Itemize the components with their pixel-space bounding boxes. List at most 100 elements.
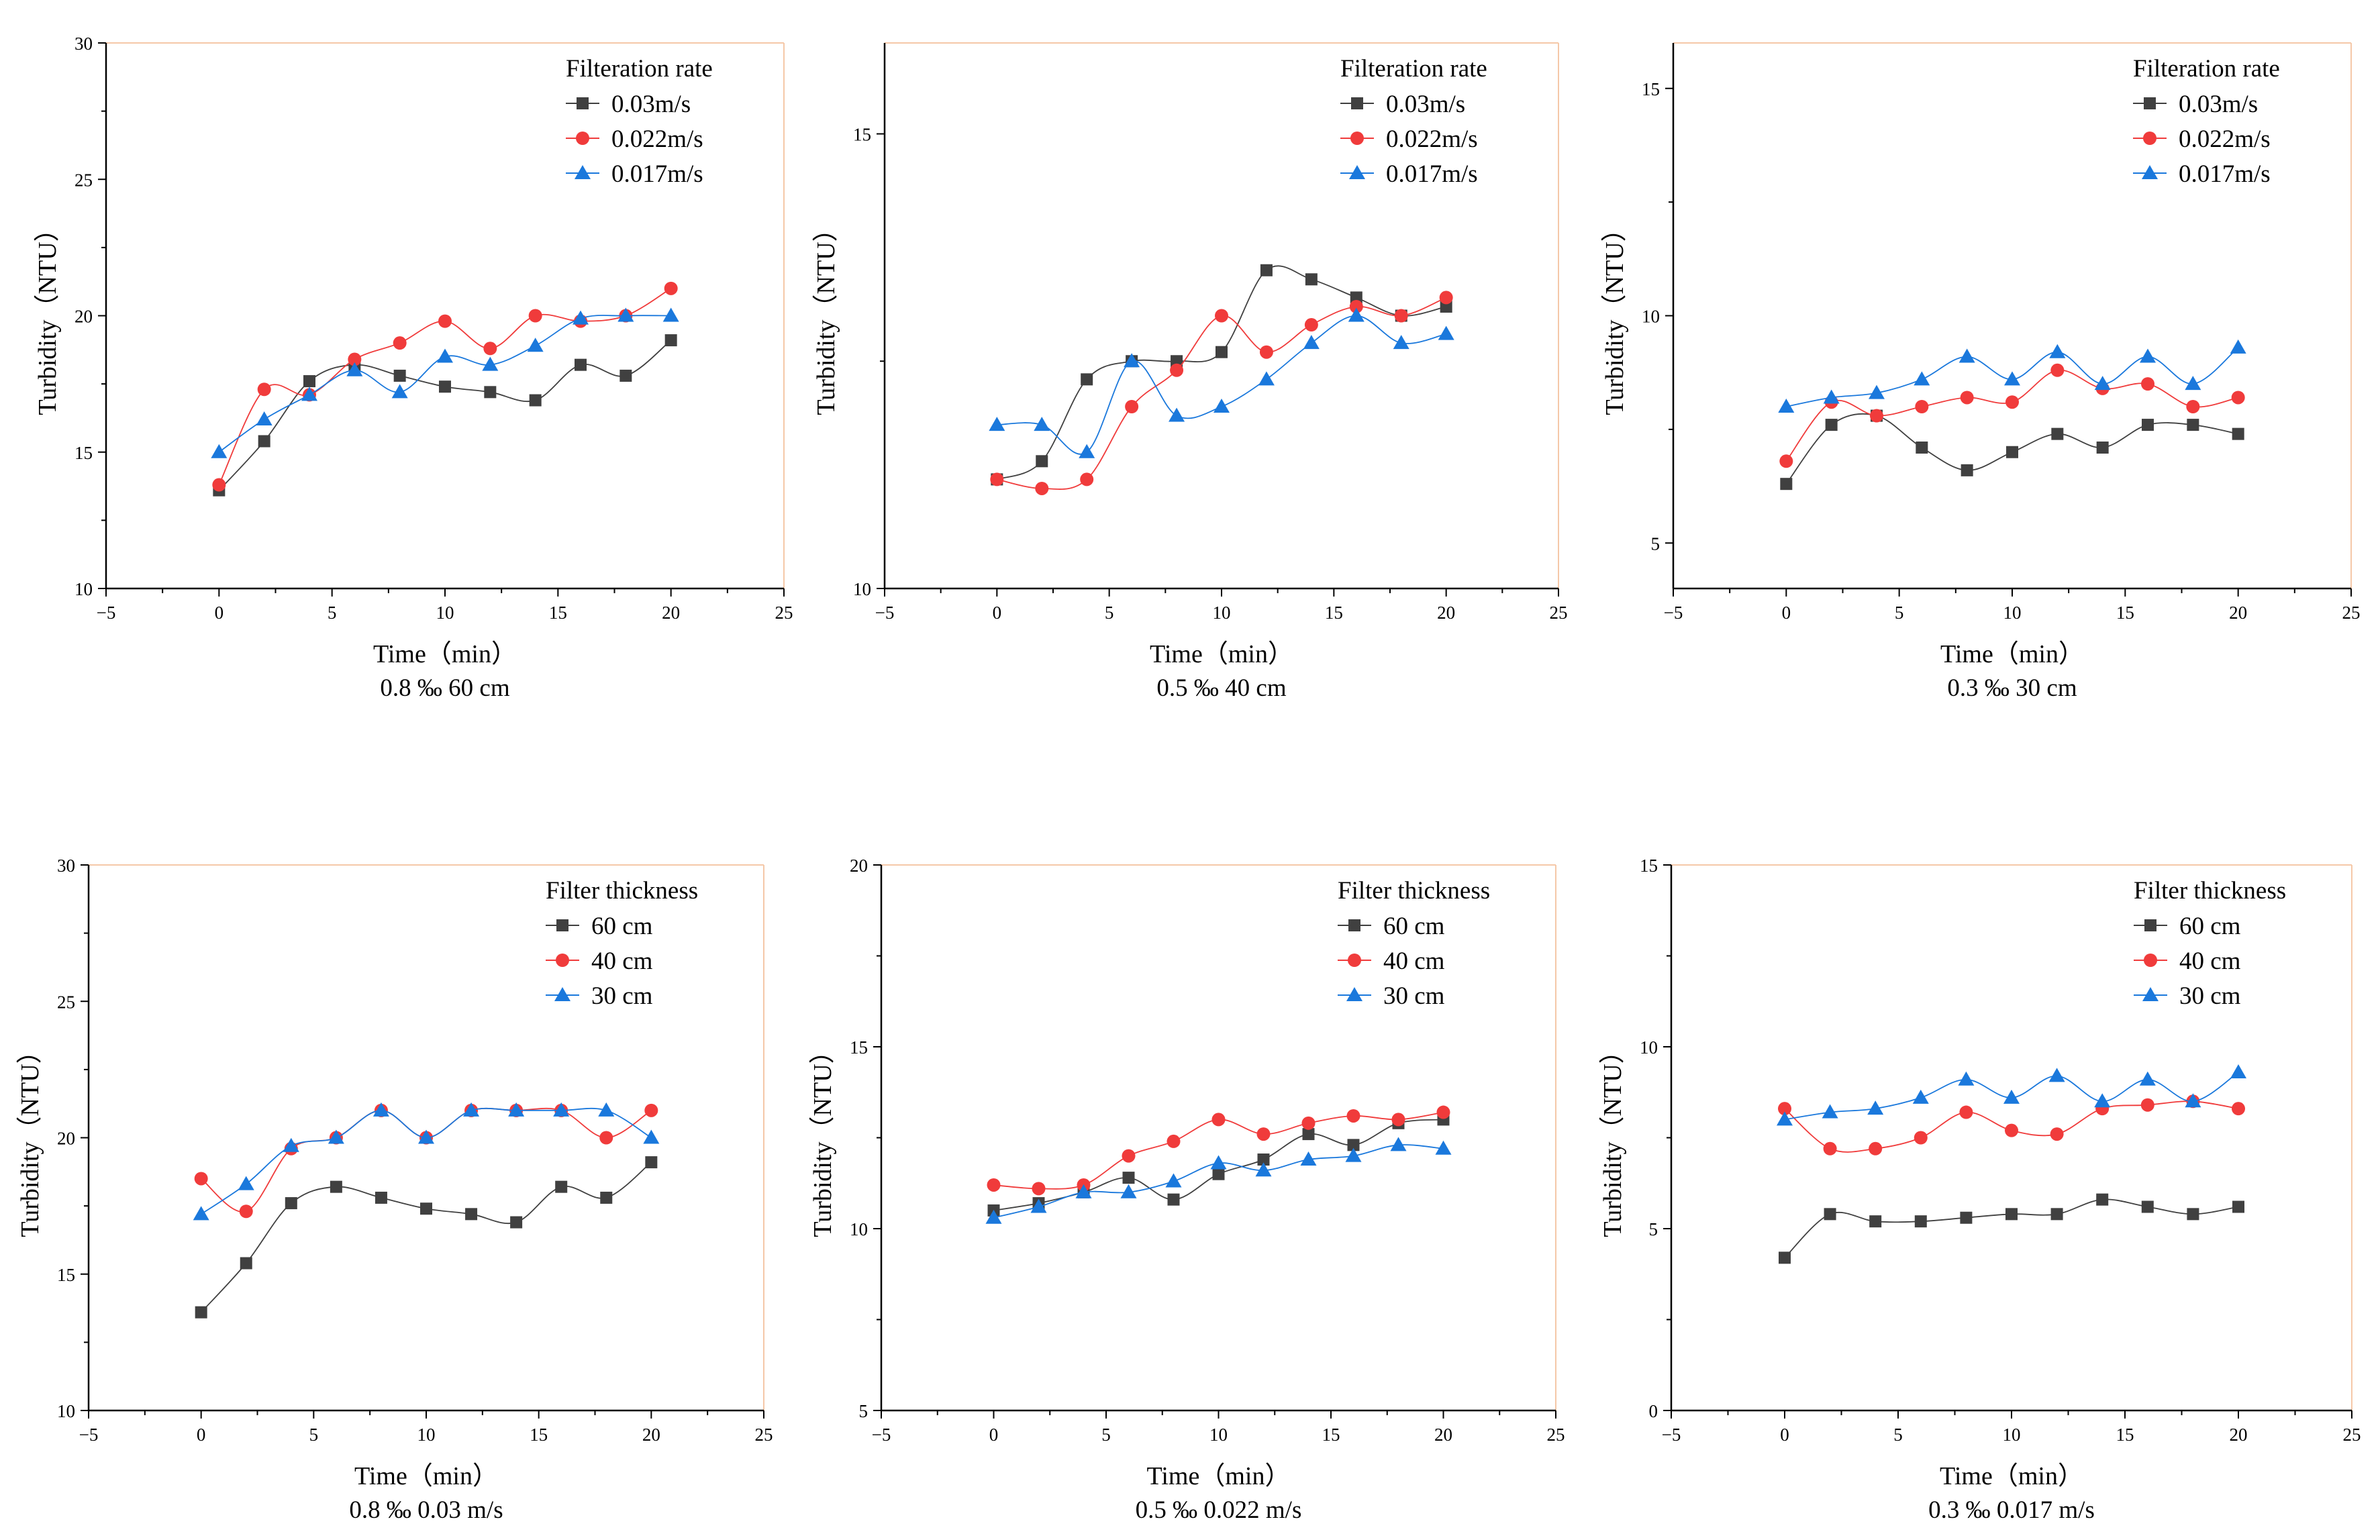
x-tick-label: 5 bbox=[328, 603, 337, 623]
data-point bbox=[1778, 1102, 1791, 1116]
data-point bbox=[2049, 344, 2066, 358]
y-tick-label: 15 bbox=[850, 1037, 868, 1058]
x-axis-title: Time（min） bbox=[1150, 640, 1293, 668]
data-point bbox=[2232, 1200, 2244, 1213]
x-tick-label: 20 bbox=[2229, 603, 2247, 623]
data-point bbox=[212, 478, 226, 492]
legend-marker bbox=[576, 132, 589, 145]
legend-label: 60 cm bbox=[591, 913, 653, 940]
data-point bbox=[301, 387, 317, 401]
x-tick-label: −5 bbox=[1664, 603, 1683, 623]
series-line bbox=[201, 1107, 652, 1215]
x-tick-label: 10 bbox=[1209, 1425, 1228, 1445]
legend: Filteration rate 0.03m/s 0.022m/s 0.017m/s bbox=[1340, 55, 1487, 188]
data-point bbox=[2185, 376, 2201, 391]
data-point bbox=[1302, 1128, 1315, 1141]
data-point bbox=[600, 1191, 613, 1204]
x-tick-label: 10 bbox=[417, 1425, 436, 1445]
data-point bbox=[2003, 1089, 2020, 1104]
legend: Filteration rate 0.03m/s 0.022m/s 0.017m/s bbox=[566, 55, 713, 188]
data-point bbox=[1778, 399, 1795, 413]
legend: Filter thickness 60 cm 40 cm 30 cm bbox=[2134, 877, 2286, 1010]
x-tick-label: 5 bbox=[1893, 1425, 1903, 1445]
legend-marker bbox=[2144, 97, 2156, 109]
x-tick-label: 15 bbox=[549, 603, 567, 623]
series-3 bbox=[989, 307, 1454, 458]
data-point bbox=[257, 382, 271, 397]
data-point bbox=[1348, 307, 1365, 322]
y-axis-title: Turbidity（NTU） bbox=[1601, 216, 1629, 415]
data-point bbox=[393, 336, 407, 350]
data-point bbox=[987, 1178, 1001, 1192]
data-point bbox=[303, 375, 315, 388]
series-line bbox=[996, 265, 1446, 480]
series-1 bbox=[1779, 1193, 2244, 1264]
legend-marker bbox=[1350, 132, 1364, 145]
data-point bbox=[1170, 363, 1184, 377]
data-point bbox=[2094, 376, 2111, 391]
data-point bbox=[2005, 1123, 2018, 1137]
data-point bbox=[256, 411, 272, 425]
data-point bbox=[285, 1197, 297, 1210]
data-point bbox=[1303, 335, 1320, 350]
data-point bbox=[617, 307, 634, 322]
data-point bbox=[1870, 409, 1883, 423]
series-line bbox=[1784, 1072, 2239, 1121]
data-point bbox=[373, 1102, 389, 1117]
data-point bbox=[643, 1129, 660, 1144]
data-point bbox=[1215, 309, 1228, 323]
data-point bbox=[194, 1172, 208, 1186]
chart-panel-4: −5 0 5 10 15 20 25 10 15 20 25 30 Time（min） 0.8 ‰ 0.0… bbox=[16, 856, 773, 1524]
data-point bbox=[1869, 1141, 1883, 1156]
x-tick-label: 5 bbox=[309, 1425, 319, 1445]
data-point bbox=[2096, 1193, 2109, 1206]
data-point bbox=[2050, 1127, 2064, 1141]
data-point bbox=[1030, 1198, 1047, 1213]
y-axis-title: Turbidity（NTU） bbox=[34, 216, 62, 415]
x-tick-label: 25 bbox=[1547, 1425, 1565, 1445]
legend-label: 40 cm bbox=[591, 947, 653, 975]
data-point bbox=[2230, 339, 2246, 354]
data-point bbox=[1216, 346, 1228, 358]
data-point bbox=[1213, 399, 1230, 413]
data-point bbox=[1440, 300, 1452, 313]
x-axis-title: Time（min） bbox=[1940, 640, 2084, 668]
data-point bbox=[1257, 1153, 1270, 1166]
data-point bbox=[1349, 299, 1363, 313]
legend-label: 30 cm bbox=[591, 982, 653, 1010]
legend: Filter thickness 60 cm 40 cm 30 cm bbox=[1338, 877, 1490, 1010]
x-tick-label: 25 bbox=[2343, 1425, 2361, 1445]
x-tick-label: 10 bbox=[1213, 603, 1231, 623]
x-tick-label: 15 bbox=[1322, 1425, 1340, 1445]
x-tick-label: 15 bbox=[530, 1425, 548, 1445]
legend-marker bbox=[554, 987, 571, 1001]
legend-marker bbox=[1351, 97, 1363, 109]
x-axis-title: Time（min） bbox=[1147, 1462, 1291, 1490]
series-line bbox=[201, 1107, 652, 1213]
data-point bbox=[1823, 389, 1840, 404]
data-point bbox=[1391, 1113, 1405, 1127]
legend-marker bbox=[1348, 954, 1361, 967]
x-tick-label: −5 bbox=[872, 1425, 891, 1445]
data-point bbox=[1032, 1182, 1046, 1196]
x-tick-label: 0 bbox=[197, 1425, 206, 1445]
legend-label: 60 cm bbox=[2179, 913, 2241, 940]
legend-label: 30 cm bbox=[1383, 982, 1445, 1010]
x-axis-title: Time（min） bbox=[1940, 1462, 2083, 1490]
data-point bbox=[1958, 1071, 1975, 1086]
data-point bbox=[1961, 464, 1973, 476]
x-tick-label: 5 bbox=[1105, 603, 1114, 623]
legend-marker bbox=[1346, 987, 1362, 1001]
x-tick-label: 0 bbox=[989, 1425, 999, 1445]
x-tick-label: 20 bbox=[662, 603, 680, 623]
legend-label: 30 cm bbox=[2179, 982, 2241, 1010]
data-point bbox=[2232, 1102, 2245, 1116]
panel-caption: 0.3 ‰ 30 cm bbox=[1947, 674, 2077, 702]
x-tick-label: 20 bbox=[642, 1425, 660, 1445]
legend-marker bbox=[2142, 987, 2159, 1001]
x-tick-label: 0 bbox=[1780, 1425, 1789, 1445]
legend-label: 0.03m/s bbox=[611, 91, 691, 118]
data-point bbox=[1258, 371, 1275, 386]
data-point bbox=[1914, 1215, 1927, 1228]
data-point bbox=[1959, 1105, 1973, 1119]
